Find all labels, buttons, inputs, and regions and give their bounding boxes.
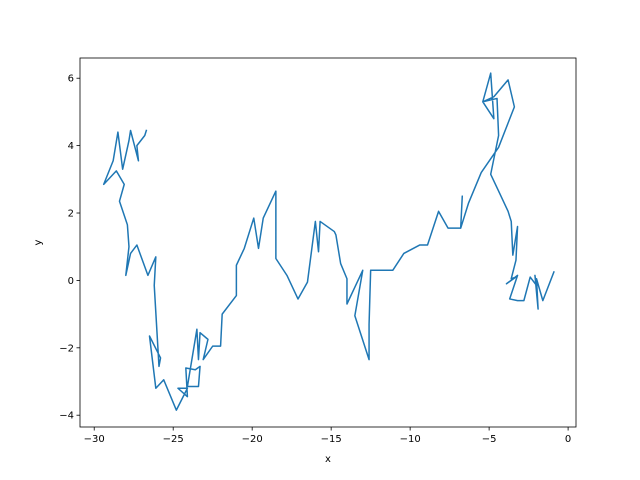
y-tick-label: −4 [59, 411, 74, 422]
y-tick-label: −2 [59, 343, 74, 354]
series-line-0 [102, 72, 555, 411]
x-tick-label: −25 [163, 434, 184, 445]
x-tick-label: −30 [84, 434, 105, 445]
x-tick-label: 0 [565, 434, 571, 445]
x-axis-label: x [325, 454, 331, 465]
x-tick-label: −15 [321, 434, 342, 445]
y-tick-label: 2 [68, 209, 74, 220]
y-axis-label: y [33, 239, 44, 245]
axes-frame [79, 57, 577, 428]
x-tick-label: −10 [400, 434, 421, 445]
y-tick-label: 4 [68, 141, 74, 152]
plot-area [102, 72, 555, 411]
x-tick-label: −20 [242, 434, 263, 445]
y-tick-label: 0 [68, 276, 74, 287]
x-tick-label: −5 [482, 434, 497, 445]
y-tick-label: 6 [68, 74, 74, 85]
